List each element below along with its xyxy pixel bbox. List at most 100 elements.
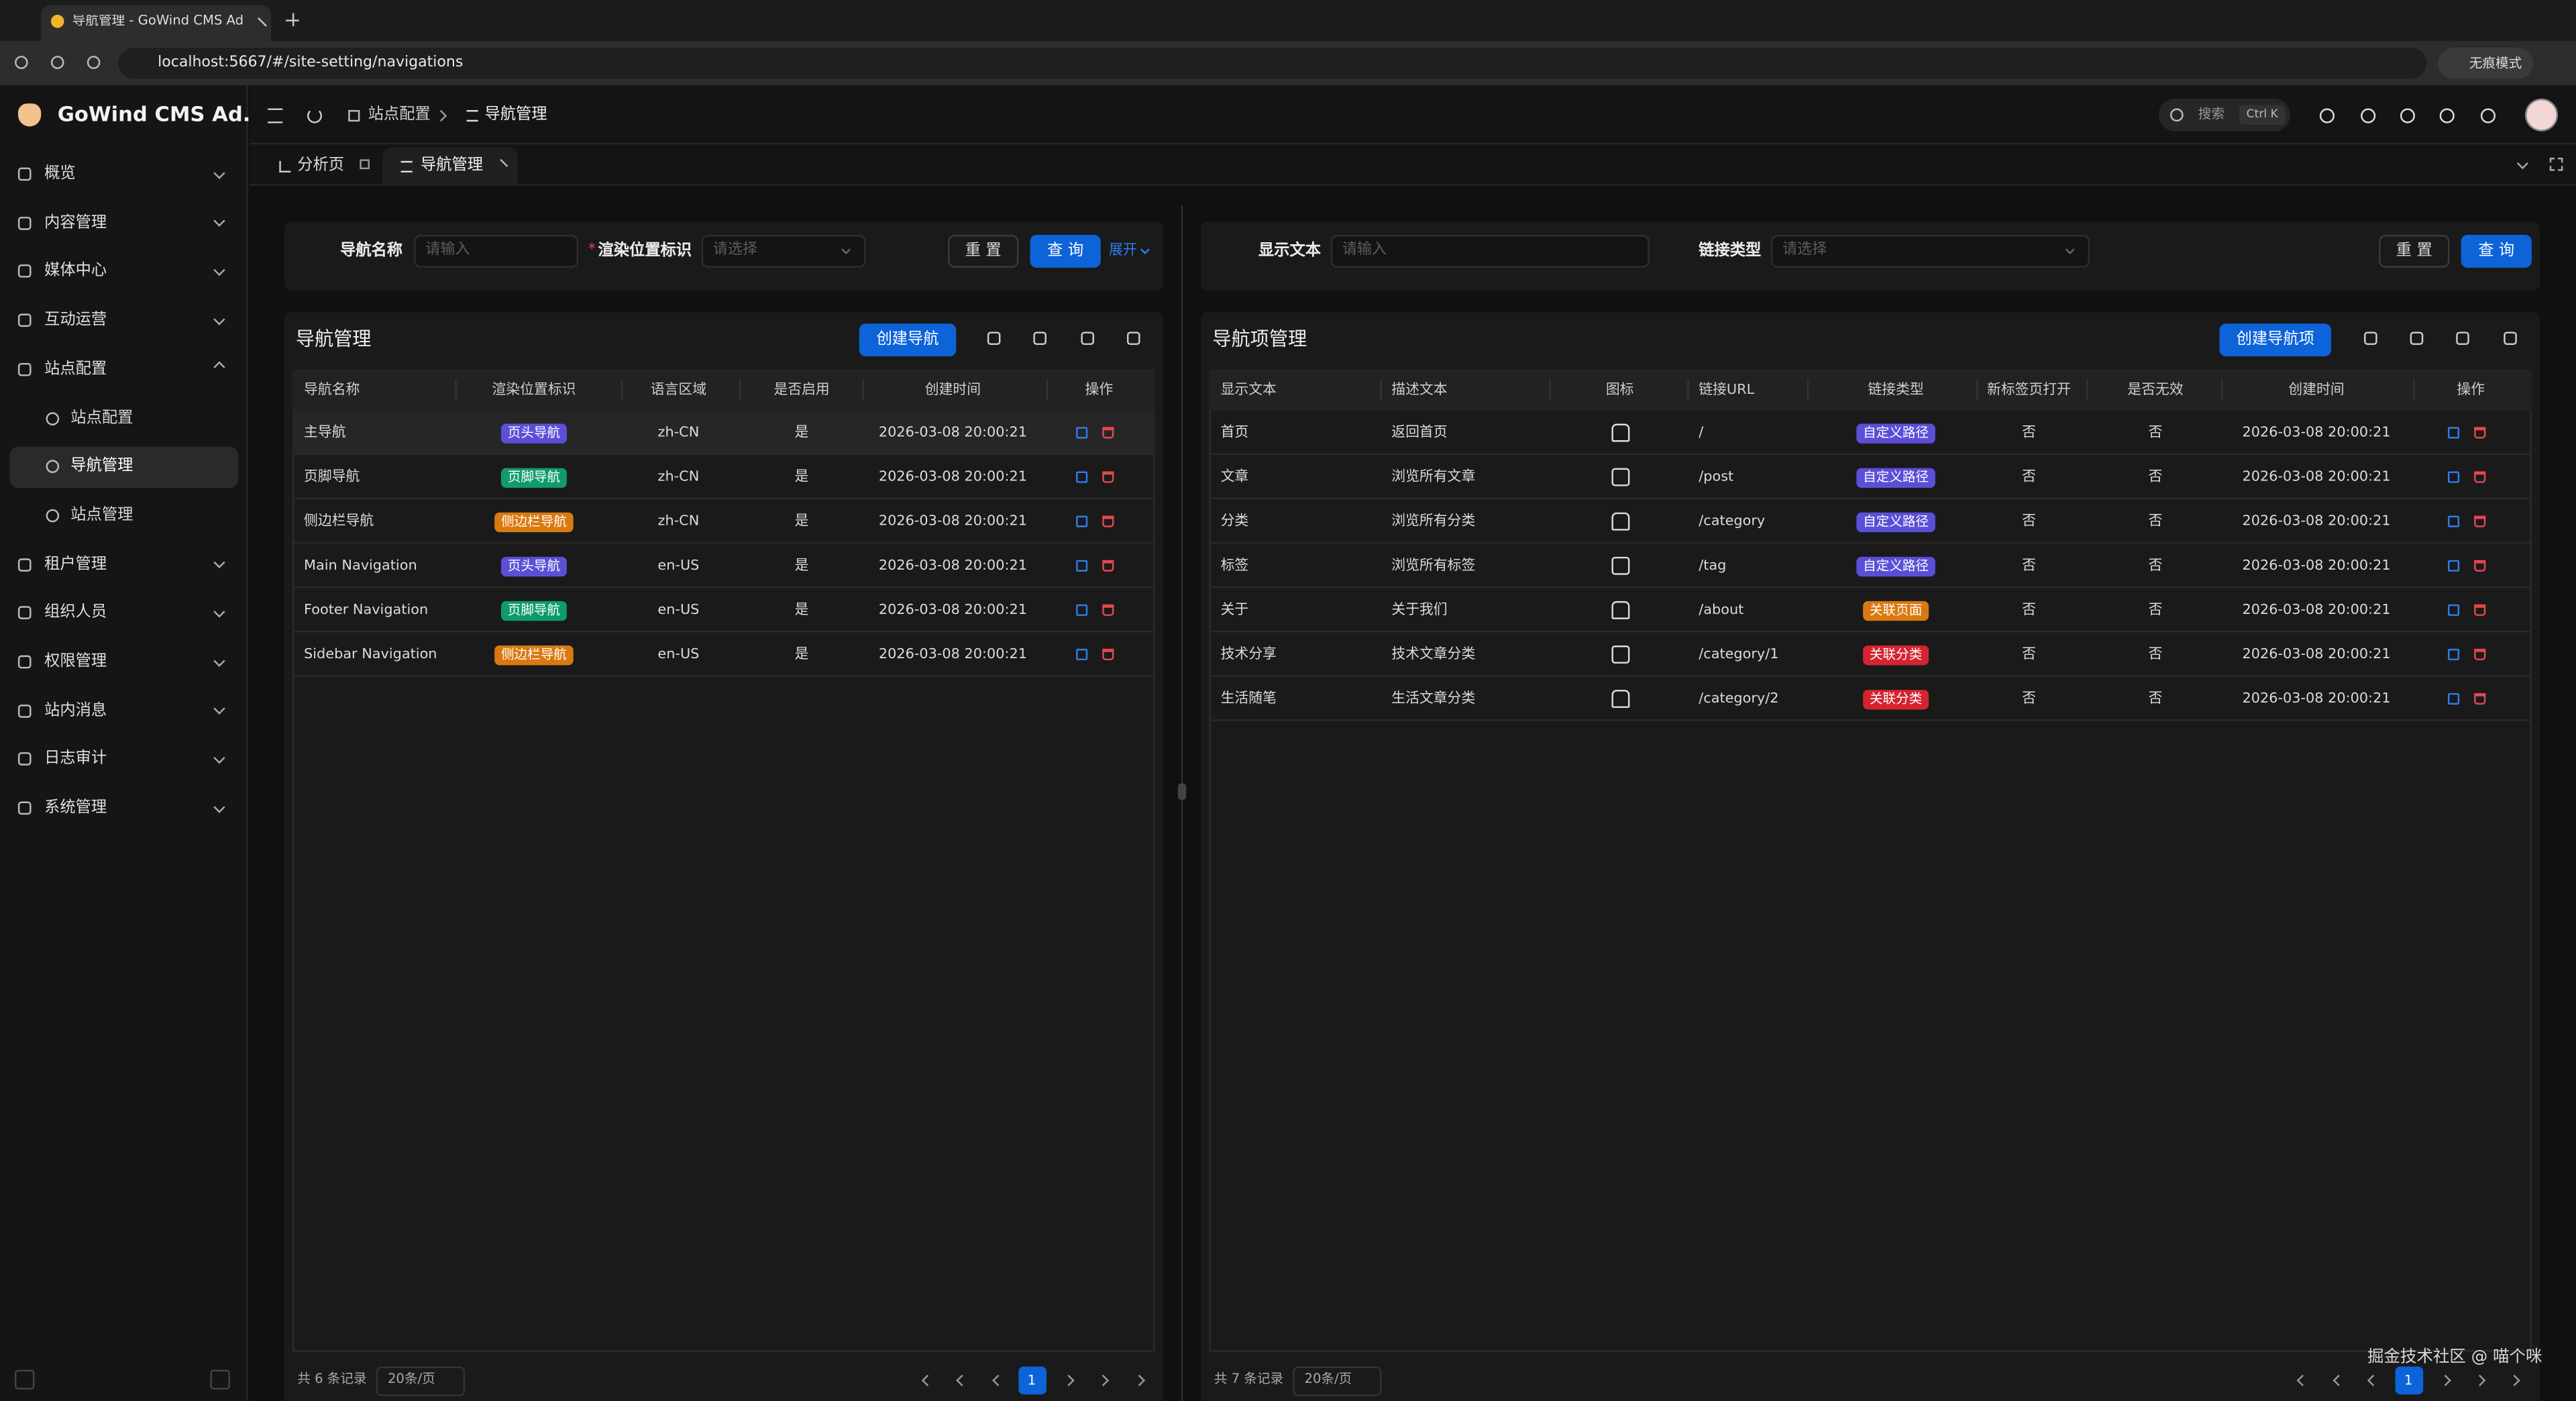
active-tab[interactable]: [382, 148, 518, 186]
query-label: 查 询: [1047, 242, 1084, 260]
toolbar-icon[interactable]: [1033, 331, 1047, 346]
header-icon[interactable]: [2438, 107, 2454, 123]
filter-input[interactable]: [414, 235, 579, 268]
create-button[interactable]: [859, 323, 957, 357]
header-icon[interactable]: [2359, 107, 2375, 123]
forward-button[interactable]: [50, 56, 64, 69]
page-current[interactable]: [1018, 1366, 1046, 1395]
edit-button[interactable]: [2447, 648, 2459, 661]
filter-input[interactable]: [701, 235, 866, 268]
delete-button[interactable]: [1102, 560, 1114, 572]
create-button[interactable]: [2219, 323, 2332, 357]
avatar[interactable]: [2525, 98, 2559, 132]
tabs-fullscreen[interactable]: [2549, 157, 2563, 171]
table-cell: 2026-03-08 20:00:21: [878, 424, 1027, 441]
table-cell: 否: [2022, 690, 2036, 707]
table-row[interactable]: [1209, 499, 2532, 544]
header-icon[interactable]: [2399, 107, 2414, 123]
header-icon[interactable]: [2479, 107, 2495, 123]
edit-button[interactable]: [1075, 648, 1087, 661]
table-row[interactable]: [1209, 588, 2532, 633]
edit-button[interactable]: [2447, 515, 2459, 527]
table-row[interactable]: [292, 543, 1155, 588]
tag: 侧边栏导航: [494, 511, 574, 531]
header-icon[interactable]: [2318, 107, 2334, 123]
table-row[interactable]: [1209, 632, 2532, 677]
delete-button[interactable]: [2473, 560, 2485, 572]
menu-item: 媒体中心: [44, 262, 107, 280]
refresh[interactable]: [306, 107, 321, 123]
search-icon: [2170, 108, 2184, 122]
delete-button[interactable]: [2473, 692, 2485, 705]
edit-button[interactable]: [2447, 560, 2459, 572]
new-tab[interactable]: [286, 19, 299, 33]
table-cell: 否: [2022, 424, 2036, 441]
toolbar-icon[interactable]: [987, 331, 1001, 346]
delete-button[interactable]: [2473, 427, 2485, 439]
toolbar-icon[interactable]: [2504, 331, 2517, 346]
table-row[interactable]: [292, 499, 1155, 544]
page-size-select[interactable]: [376, 1366, 466, 1396]
column-header: 创建时间: [924, 381, 981, 398]
edit-button[interactable]: [2447, 604, 2459, 616]
incognito: 无痕模式: [2469, 55, 2522, 70]
table-row[interactable]: [292, 588, 1155, 633]
pin-button[interactable]: [210, 1369, 230, 1390]
edit-button[interactable]: [1075, 515, 1087, 527]
table-row[interactable]: [1209, 455, 2532, 500]
table-cell: 是: [794, 424, 809, 441]
table-row[interactable]: [1209, 677, 2532, 721]
tag: 关联页面: [1863, 600, 1929, 621]
table-row[interactable]: [292, 410, 1155, 456]
menu-icon: [17, 313, 32, 327]
table-cell: 关于我们: [1391, 601, 1448, 618]
query-button[interactable]: [2461, 235, 2532, 268]
edit-button[interactable]: [2447, 427, 2459, 439]
edit-button[interactable]: [2447, 471, 2459, 483]
filter-input[interactable]: [1771, 235, 2090, 268]
table-cell: 否: [2022, 468, 2036, 485]
table-cell: 侧边栏导航: [304, 513, 374, 529]
table-cell: zh-CN: [657, 468, 700, 485]
reset-button[interactable]: [2379, 235, 2450, 268]
splitter: [1181, 205, 1183, 1401]
reload-button[interactable]: [87, 56, 101, 69]
delete-button[interactable]: [1102, 515, 1114, 527]
filter-input[interactable]: [1330, 235, 1650, 268]
page-size-select[interactable]: [1293, 1366, 1382, 1396]
delete-button[interactable]: [1102, 648, 1114, 661]
delete-button[interactable]: [2473, 648, 2485, 661]
edit-button[interactable]: [1075, 471, 1087, 483]
table-cell: 2026-03-08 20:00:21: [878, 557, 1027, 574]
edit-button[interactable]: [2447, 692, 2459, 705]
toolbar-icon[interactable]: [1127, 331, 1140, 346]
table-row[interactable]: [1209, 543, 2532, 588]
menu-toggle[interactable]: [266, 107, 282, 123]
splitter-handle[interactable]: [1177, 783, 1187, 800]
column-header: 操作: [2457, 381, 2485, 398]
toolbar-icon[interactable]: [1081, 331, 1095, 346]
delete-button[interactable]: [1102, 604, 1114, 616]
delete-button[interactable]: [2473, 471, 2485, 483]
table-row[interactable]: [292, 455, 1155, 500]
edit-button[interactable]: [1075, 560, 1087, 572]
table-row[interactable]: [1209, 411, 2532, 456]
omnibox[interactable]: [118, 47, 2427, 79]
page-current[interactable]: [2394, 1366, 2423, 1395]
delete-button[interactable]: [2473, 515, 2485, 527]
tag: 自定义路径: [1856, 556, 1935, 576]
edit-button[interactable]: [1075, 427, 1087, 439]
delete-button[interactable]: [1102, 427, 1114, 439]
query-button[interactable]: [1030, 235, 1101, 268]
edit-button[interactable]: [1075, 604, 1087, 616]
delete-button[interactable]: [1102, 471, 1114, 483]
table-cell: 否: [2148, 557, 2163, 574]
back-button[interactable]: [15, 56, 28, 69]
reset-button[interactable]: [948, 235, 1019, 268]
toolbar-icon[interactable]: [2364, 331, 2377, 346]
delete-button[interactable]: [2473, 604, 2485, 616]
toolbar-icon[interactable]: [2456, 331, 2469, 346]
table-row[interactable]: [292, 632, 1155, 677]
toolbar-icon[interactable]: [2410, 331, 2424, 346]
collapse-button[interactable]: [15, 1369, 35, 1390]
